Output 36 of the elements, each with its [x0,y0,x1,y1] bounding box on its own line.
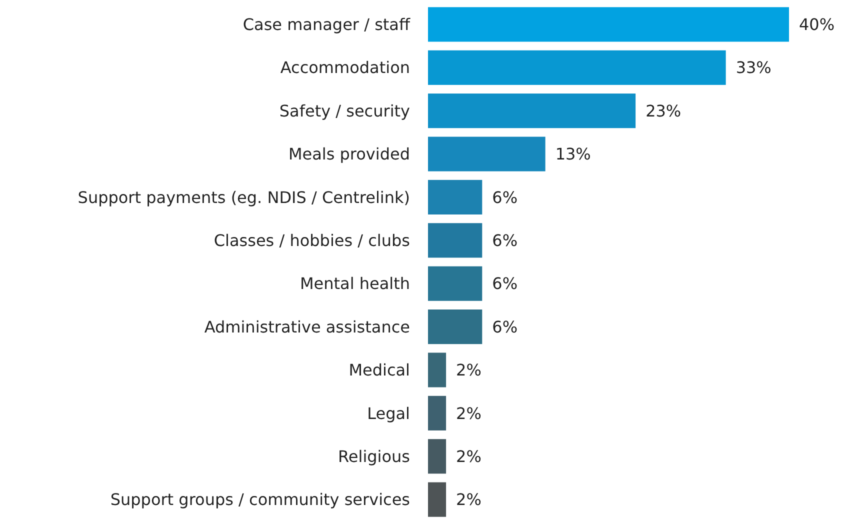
bar [428,180,482,214]
bar [428,352,446,388]
data-label: 2% [456,360,482,380]
data-label: 2% [456,490,482,510]
data-label: 40% [799,15,835,34]
y-tick-label: Meals provided [288,144,410,164]
data-label: 6% [492,231,518,250]
y-tick-label: Legal [367,404,410,423]
bar [428,396,446,430]
data-label: 6% [492,317,518,336]
data-label: 13% [555,144,591,164]
bar [428,310,482,344]
y-tick-label: Support groups / community services [110,490,410,510]
bar [428,439,446,474]
bar [428,7,789,42]
y-tick-label: Mental health [300,274,410,294]
bar [428,223,482,258]
bar [428,50,726,85]
bar [428,266,482,301]
data-label: 23% [646,101,682,120]
data-label: 2% [456,404,482,423]
y-tick-label: Support payments (eg. NDIS / Centrelink) [78,188,410,207]
y-tick-label: Medical [348,360,410,380]
y-tick-label: Classes / hobbies / clubs [214,231,410,250]
data-label: 6% [492,274,518,294]
bar [428,94,636,128]
y-tick-label: Religious [338,446,410,466]
bar [428,482,446,517]
data-label: 6% [492,188,518,207]
y-tick-label: Safety / security [279,101,410,120]
data-label: 33% [736,58,772,78]
bar [428,136,546,172]
y-tick-label: Administrative assistance [204,317,410,336]
data-label: 2% [456,446,482,466]
y-tick-label: Accommodation [280,58,410,78]
y-tick-label: Case manager / staff [242,15,411,34]
